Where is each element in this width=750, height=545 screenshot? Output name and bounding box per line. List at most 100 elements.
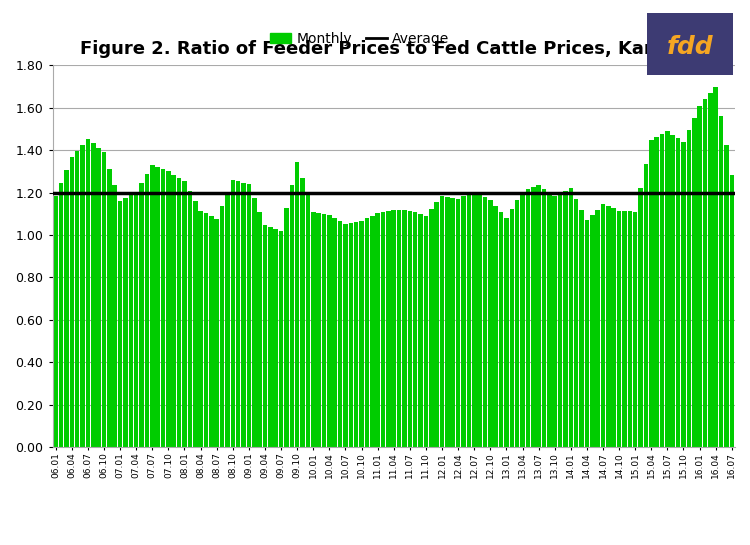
Bar — [638, 187, 643, 447]
Bar — [601, 204, 605, 447]
Bar — [252, 198, 257, 447]
Bar — [616, 210, 622, 447]
Bar — [182, 181, 187, 447]
Bar — [349, 223, 353, 447]
Bar — [718, 116, 723, 447]
Bar — [257, 211, 262, 447]
Bar — [359, 221, 364, 447]
Bar — [488, 200, 493, 447]
Bar — [596, 209, 600, 447]
Bar — [606, 207, 610, 447]
Bar — [536, 185, 541, 447]
Bar — [70, 156, 74, 447]
Bar — [370, 215, 374, 447]
Bar — [53, 196, 58, 447]
Bar — [649, 140, 653, 447]
Bar — [440, 196, 444, 447]
Bar — [64, 169, 69, 447]
Bar — [590, 215, 595, 447]
Bar — [655, 137, 659, 447]
Bar — [247, 184, 251, 447]
Bar — [392, 209, 396, 447]
Bar — [305, 195, 310, 447]
Bar — [461, 196, 466, 447]
Bar — [547, 192, 552, 447]
Bar — [268, 227, 272, 447]
Bar — [558, 193, 562, 447]
Bar — [91, 143, 95, 447]
Bar — [563, 191, 568, 447]
Bar — [86, 138, 90, 447]
Bar — [172, 174, 176, 447]
Bar — [633, 211, 638, 447]
Bar — [703, 99, 707, 447]
Bar — [713, 87, 718, 447]
Bar — [515, 201, 520, 447]
Bar — [344, 225, 348, 447]
Bar — [585, 220, 590, 447]
Bar — [145, 174, 149, 447]
Bar — [338, 221, 342, 447]
Bar — [295, 162, 299, 447]
Bar — [526, 189, 530, 447]
Text: fdd: fdd — [666, 35, 713, 59]
Bar — [300, 178, 304, 447]
Bar — [242, 183, 246, 447]
Bar — [499, 212, 503, 447]
Bar — [434, 202, 439, 447]
Bar — [311, 211, 316, 447]
Bar — [150, 165, 154, 447]
Bar — [80, 144, 85, 447]
Bar — [628, 211, 632, 447]
Bar — [274, 229, 278, 447]
Bar — [611, 208, 616, 447]
Bar — [670, 135, 675, 447]
Bar — [477, 195, 482, 447]
Bar — [284, 208, 289, 447]
Bar — [644, 164, 648, 447]
Bar — [236, 181, 241, 447]
Bar — [698, 106, 702, 447]
Bar — [96, 148, 101, 447]
Bar — [724, 145, 729, 447]
Bar — [429, 209, 433, 447]
Bar — [531, 187, 536, 447]
Bar — [112, 185, 117, 447]
Bar — [553, 196, 557, 447]
Bar — [177, 178, 182, 447]
Bar — [290, 185, 294, 447]
Bar — [708, 93, 712, 447]
Bar — [681, 142, 686, 447]
Bar — [214, 219, 219, 447]
Bar — [354, 222, 358, 447]
Bar — [520, 191, 525, 447]
Bar — [209, 216, 214, 447]
Bar — [316, 213, 321, 447]
Bar — [230, 180, 235, 447]
Bar — [102, 152, 106, 447]
Bar — [660, 134, 664, 447]
Bar — [381, 211, 386, 447]
Bar — [397, 210, 401, 447]
Bar — [456, 199, 460, 447]
Bar — [407, 210, 413, 447]
Bar — [424, 216, 428, 447]
Bar — [128, 196, 133, 447]
Bar — [107, 168, 112, 447]
Bar — [472, 191, 476, 447]
Bar — [692, 118, 697, 447]
Bar — [413, 213, 418, 447]
Bar — [198, 210, 202, 447]
Bar — [364, 219, 369, 447]
Bar — [188, 191, 192, 447]
Bar — [504, 218, 509, 447]
Bar — [622, 211, 627, 447]
Bar — [75, 150, 80, 447]
Text: Figure 2. Ratio of Feeder Prices to Fed Cattle Prices, Kansas: Figure 2. Ratio of Feeder Prices to Fed … — [80, 40, 690, 58]
Bar — [542, 189, 546, 447]
Legend: Monthly, Average: Monthly, Average — [264, 27, 455, 52]
Bar — [676, 138, 680, 447]
Bar — [220, 206, 224, 447]
Bar — [123, 198, 128, 447]
Bar — [665, 131, 670, 447]
